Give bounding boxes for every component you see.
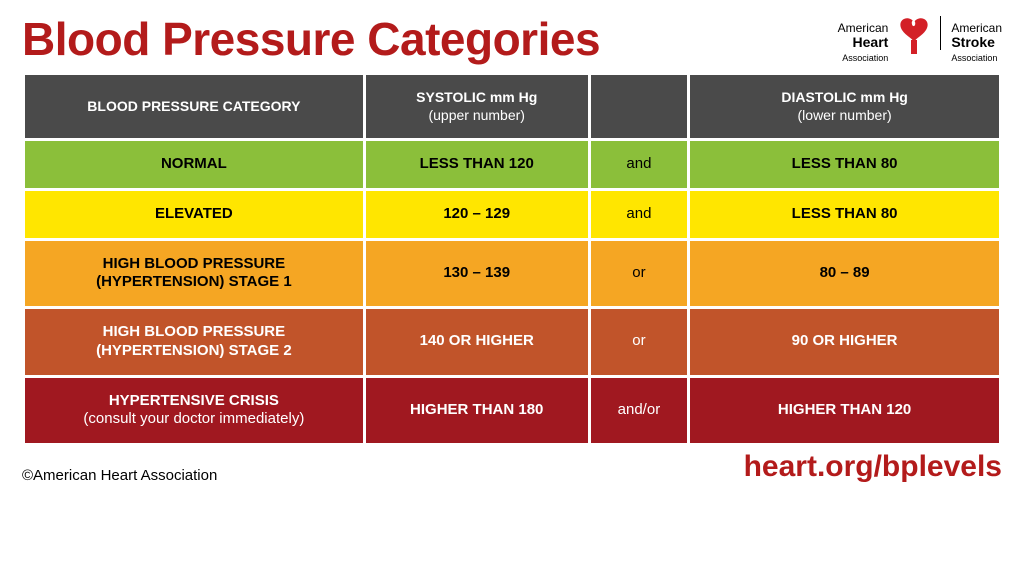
- logo-org2-line3: Association: [951, 53, 997, 63]
- th-systolic: SYSTOLIC mm Hg (upper number): [366, 75, 588, 138]
- logo-block: American Heart Association American Stro…: [838, 12, 1002, 64]
- table-row: NORMAL LESS THAN 120andLESS THAN 80: [25, 141, 999, 188]
- cell-conjunction: and: [591, 191, 688, 238]
- table-body: NORMALLESS THAN 120andLESS THAN 80ELEVAT…: [25, 141, 999, 443]
- table-row: ELEVATED 120 – 129andLESS THAN 80: [25, 191, 999, 238]
- cell-diastolic: LESS THAN 80: [690, 191, 999, 238]
- th-diastolic-sub: (lower number): [698, 107, 991, 125]
- cell-category: NORMAL: [25, 141, 363, 188]
- logo-org2-line1: American: [951, 21, 1002, 35]
- cell-systolic: HIGHER THAN 180: [366, 378, 588, 444]
- th-systolic-label: SYSTOLIC mm Hg: [416, 89, 537, 105]
- th-category: BLOOD PRESSURE CATEGORY: [25, 75, 363, 138]
- table-row: HIGH BLOOD PRESSURE(HYPERTENSION) STAGE …: [25, 241, 999, 307]
- cell-systolic: 120 – 129: [366, 191, 588, 238]
- th-diastolic: DIASTOLIC mm Hg (lower number): [690, 75, 999, 138]
- heart-torch-icon: [898, 16, 930, 58]
- table-header-row: BLOOD PRESSURE CATEGORY SYSTOLIC mm Hg (…: [25, 75, 999, 138]
- cell-category-sub: (HYPERTENSION) STAGE 1: [96, 273, 292, 290]
- th-systolic-sub: (upper number): [374, 107, 580, 125]
- cell-category-label: HYPERTENSIVE CRISIS: [109, 392, 279, 409]
- logo-text-right: American Stroke Association: [951, 16, 1002, 64]
- cell-category-label: HIGH BLOOD PRESSURE: [103, 255, 286, 272]
- cell-diastolic: 90 OR HIGHER: [690, 309, 999, 375]
- page-title: Blood Pressure Categories: [22, 12, 600, 66]
- logo-org1-line1: American: [838, 21, 889, 35]
- logo-org1-line3: Association: [842, 53, 888, 63]
- cell-systolic: LESS THAN 120: [366, 141, 588, 188]
- cell-conjunction: and/or: [591, 378, 688, 444]
- copyright-text: ©American Heart Association: [22, 467, 217, 484]
- cell-diastolic: LESS THAN 80: [690, 141, 999, 188]
- footer: ©American Heart Association heart.org/bp…: [22, 450, 1002, 484]
- th-category-label: BLOOD PRESSURE CATEGORY: [87, 98, 300, 114]
- cell-category: HIGH BLOOD PRESSURE (HYPERTENSION) STAGE …: [25, 309, 363, 375]
- cell-diastolic: 80 – 89: [690, 241, 999, 307]
- logo-org2-line2: Stroke: [951, 35, 1002, 50]
- cell-systolic: 140 OR HIGHER: [366, 309, 588, 375]
- cell-conjunction: or: [591, 309, 688, 375]
- bp-table: BLOOD PRESSURE CATEGORY SYSTOLIC mm Hg (…: [22, 72, 1002, 446]
- page: Blood Pressure Categories American Heart…: [0, 0, 1024, 484]
- cell-category-sub: (HYPERTENSION) STAGE 2: [96, 342, 292, 359]
- cell-category: HIGH BLOOD PRESSURE(HYPERTENSION) STAGE …: [25, 241, 363, 307]
- cell-conjunction: or: [591, 241, 688, 307]
- footer-url: heart.org/bplevels: [744, 450, 1002, 484]
- logo-org1-line2: Heart: [838, 35, 889, 50]
- logo-divider: [940, 16, 941, 50]
- cell-category: HYPERTENSIVE CRISIS(consult your doctor …: [25, 378, 363, 444]
- cell-category: ELEVATED: [25, 191, 363, 238]
- cell-category-label: NORMAL: [161, 155, 227, 172]
- cell-category-label: HIGH BLOOD PRESSURE: [103, 323, 286, 340]
- th-diastolic-label: DIASTOLIC mm Hg: [781, 89, 908, 105]
- cell-diastolic: HIGHER THAN 120: [690, 378, 999, 444]
- table-row: HIGH BLOOD PRESSURE (HYPERTENSION) STAGE …: [25, 309, 999, 375]
- table-row: HYPERTENSIVE CRISIS(consult your doctor …: [25, 378, 999, 444]
- header: Blood Pressure Categories American Heart…: [22, 12, 1002, 66]
- cell-systolic: 130 – 139: [366, 241, 588, 307]
- th-blank: [591, 75, 688, 138]
- cell-category-label: ELEVATED: [155, 205, 233, 222]
- cell-category-sub: (consult your doctor immediately): [83, 410, 304, 427]
- logo-text-left: American Heart Association: [838, 16, 889, 64]
- cell-conjunction: and: [591, 141, 688, 188]
